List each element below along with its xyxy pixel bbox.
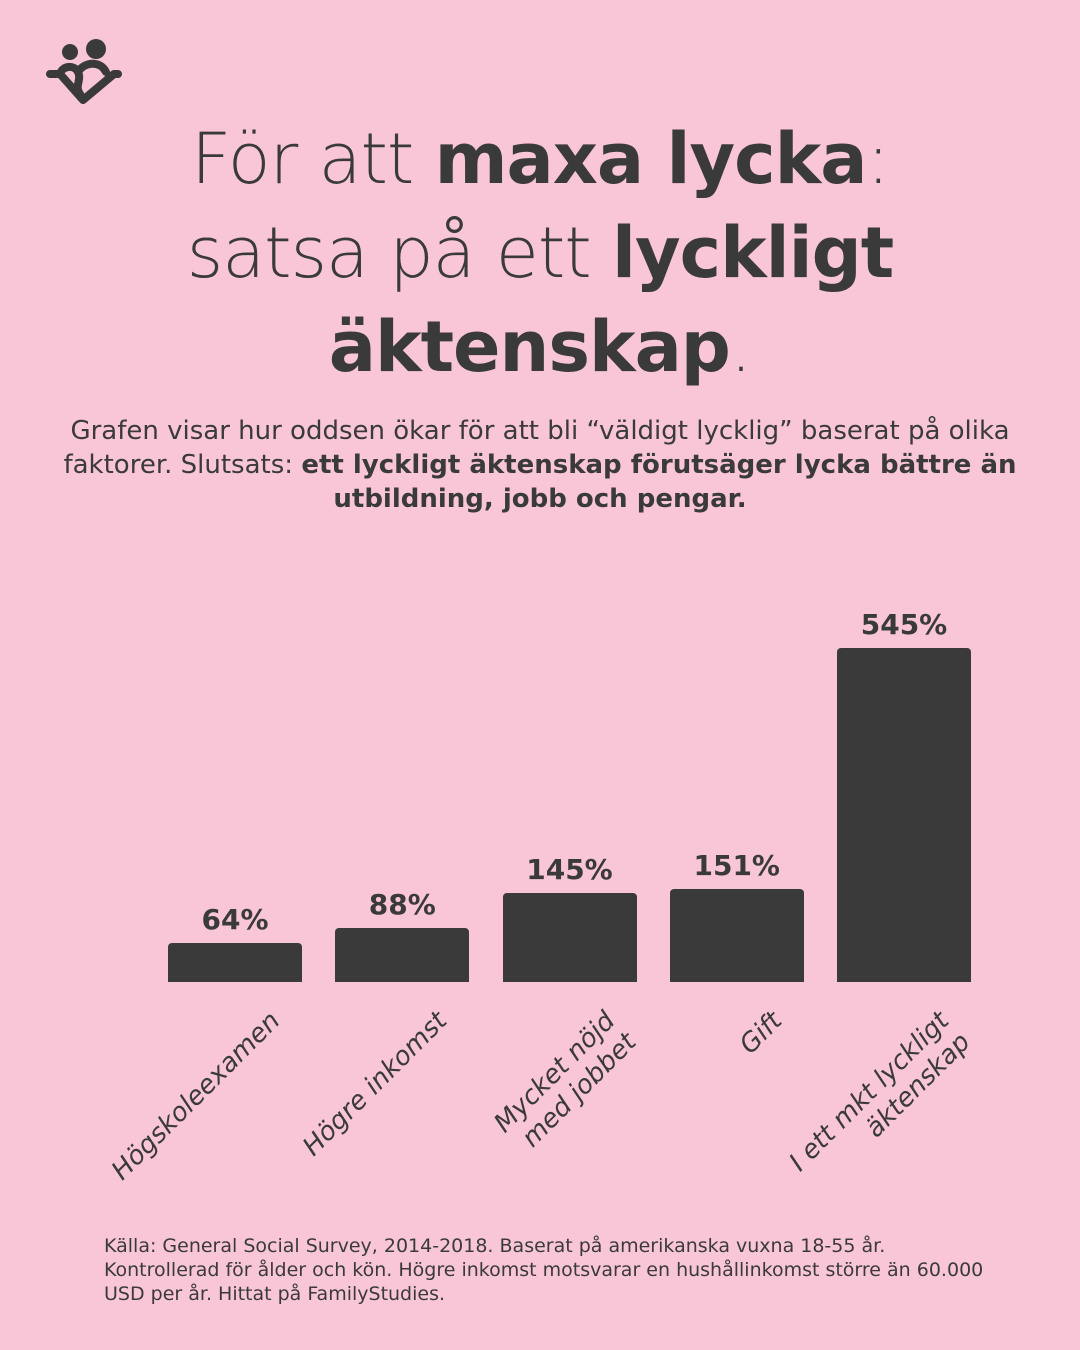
subtitle-bold: ett lyckligt äktenskap förutsäger lycka …	[301, 450, 1017, 514]
data-label: 145%	[526, 853, 613, 887]
data-label: 151%	[693, 849, 780, 883]
category-label: Högre inkomst	[297, 1006, 453, 1162]
title-text: .	[729, 306, 752, 388]
category-label: I ett mkt lyckligt äktenskap	[784, 1006, 977, 1199]
category-label: Gift	[734, 1006, 788, 1060]
title-text: satsa på ett	[186, 212, 612, 294]
data-label: 88%	[368, 888, 436, 922]
category-label-line: Högskoleexamen	[106, 1006, 287, 1187]
data-label: 545%	[860, 608, 948, 641]
category-label-line: Gift	[733, 1006, 788, 1061]
subtitle: Grafen visar hur oddsen ökar för att bli…	[60, 414, 1020, 516]
page-title: För att maxa lycka: satsa på ett lycklig…	[0, 112, 1080, 394]
bar	[502, 893, 637, 982]
category-label-line: Högre inkomst	[297, 1006, 454, 1163]
title-bold: lyckligt	[611, 212, 894, 294]
title-bold: maxa lycka	[434, 118, 868, 200]
data-label: 64%	[201, 902, 269, 936]
bar	[335, 928, 470, 982]
bar	[837, 648, 971, 982]
title-text: För att	[190, 118, 435, 200]
heart-couple-logo	[46, 39, 122, 104]
subtitle-text: Grafen visar hur oddsen ökar för att bli…	[63, 416, 1010, 480]
category-label: Högskoleexamen	[106, 1006, 286, 1186]
title-bold: äktenskap	[328, 306, 731, 388]
bar	[168, 942, 302, 982]
title-text: :	[866, 118, 890, 200]
source-footer: Källa: General Social Survey, 2014-2018.…	[104, 1235, 984, 1305]
category-label: Mycket nöjd med jobbet	[488, 1006, 642, 1160]
bar	[669, 889, 804, 982]
